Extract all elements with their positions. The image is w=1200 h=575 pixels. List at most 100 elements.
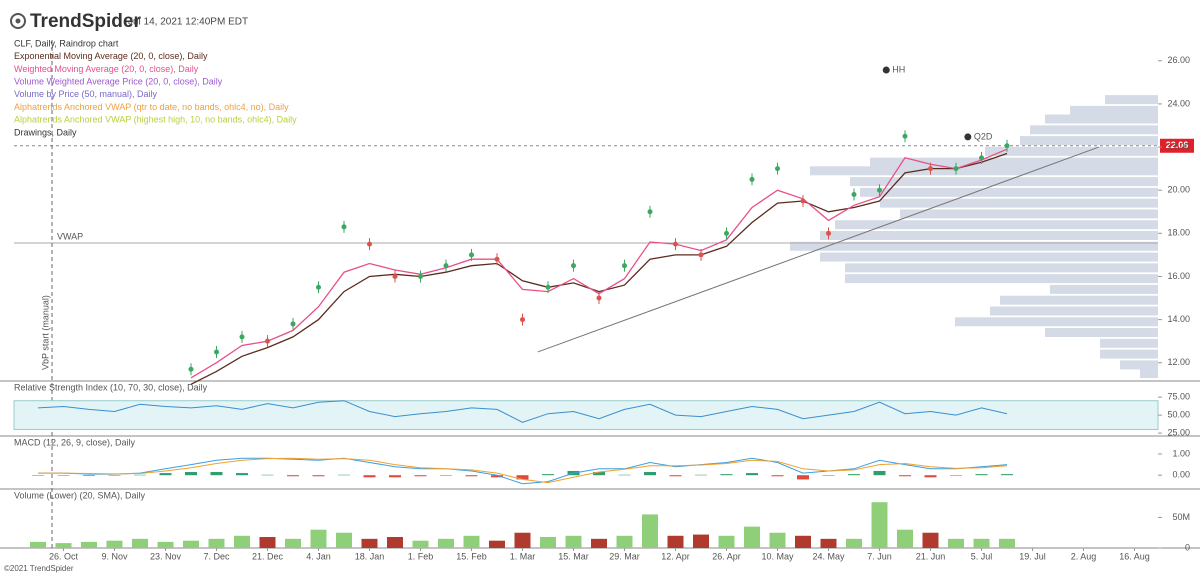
- volume-bar: [157, 541, 174, 548]
- macd-histogram-bar: [338, 474, 350, 476]
- volume-profile-bar: [990, 306, 1158, 316]
- price-tag: [1160, 138, 1194, 153]
- volume-bar: [769, 532, 786, 548]
- macd-histogram-bar: [669, 475, 682, 477]
- x-tick-label: 29. Mar: [609, 551, 640, 561]
- volume-bar: [744, 526, 760, 548]
- volume-profile-bar: [790, 241, 1158, 251]
- volume-profile-bar: [835, 220, 1158, 230]
- raindrop: [647, 209, 653, 215]
- raindrop: [571, 263, 576, 269]
- raindrop: [622, 263, 627, 269]
- y-tick-label: 12.00: [1167, 357, 1190, 367]
- x-tick-label: 15. Mar: [558, 551, 589, 561]
- macd-histogram-bar: [618, 474, 631, 476]
- y-tick-label: 18.00: [1167, 228, 1190, 238]
- volume-bar: [81, 541, 97, 548]
- macd-histogram-bar: [516, 475, 529, 480]
- volume-bar: [336, 532, 352, 548]
- volume-bar: [642, 514, 658, 548]
- logo-text: TrendSpider: [30, 11, 141, 32]
- volume-profile-bar: [1100, 338, 1158, 348]
- y-tick-label: 22.00: [1167, 141, 1190, 151]
- macd-histogram-bar: [159, 473, 172, 476]
- volume-profile-bar: [900, 209, 1158, 219]
- x-tick-label: 7. Jun: [867, 551, 892, 561]
- raindrop: [698, 252, 704, 258]
- volume-bar: [310, 529, 327, 548]
- volume-bar: [106, 540, 123, 548]
- macd-histogram-bar: [440, 475, 452, 476]
- x-tick-label: 21. Jun: [916, 551, 946, 561]
- x-tick-label: 26. Apr: [712, 551, 741, 561]
- rsi-line: [37, 400, 1008, 423]
- raindrop: [724, 230, 729, 236]
- volume-bar: [948, 538, 964, 548]
- y-tick-label: 50.00: [1167, 409, 1190, 419]
- raindrop: [469, 252, 474, 258]
- volume-bar: [132, 538, 148, 548]
- macd-line: [38, 457, 1008, 484]
- panel-title: Relative Strength Index (10, 70, 30, clo…: [14, 382, 208, 392]
- macd-histogram-bar: [108, 475, 121, 476]
- x-tick-label: 15. Feb: [456, 551, 487, 561]
- macd-histogram-bar: [261, 474, 274, 476]
- x-tick-label: 21. Dec: [252, 551, 284, 561]
- raindrop: [596, 295, 602, 301]
- volume-bar: [361, 538, 378, 548]
- volume-bar: [897, 529, 913, 548]
- macd-histogram-bar: [695, 474, 707, 476]
- raindrop: [214, 349, 219, 355]
- volume-profile-bar: [1045, 328, 1158, 338]
- volume-bar: [999, 538, 1015, 548]
- y-tick-label: 50M: [1172, 512, 1190, 522]
- timestamp: Jul 14, 2021 12:40PM EDT: [128, 17, 248, 28]
- raindrop: [367, 241, 372, 247]
- volume-bar: [412, 540, 429, 548]
- volume-bar: [795, 535, 811, 548]
- volume-profile-bar: [820, 230, 1158, 240]
- volume-profile-bar: [1020, 136, 1158, 146]
- macd-histogram-bar: [822, 475, 835, 476]
- volume-bar: [565, 535, 582, 548]
- raindrop: [673, 241, 678, 247]
- volume-bar: [846, 538, 862, 548]
- macd-histogram-bar: [210, 472, 223, 476]
- raindrop: [928, 166, 933, 172]
- y-tick-label: 14.00: [1167, 314, 1190, 324]
- volume-bar: [514, 532, 531, 548]
- macd-histogram-bar: [924, 475, 937, 478]
- legend-entry: Alphatrends Anchored VWAP (qtr to date, …: [14, 102, 289, 112]
- volume-bar: [438, 538, 454, 548]
- volume-bar: [259, 537, 276, 548]
- volume-profile-bar: [1050, 284, 1158, 294]
- x-tick-label: 26. Oct: [49, 551, 79, 561]
- volume-bar: [489, 540, 505, 548]
- volume-bar: [387, 537, 403, 548]
- macd-histogram-bar: [644, 472, 656, 476]
- macd-histogram-bar: [975, 474, 988, 476]
- y-tick-label: 0: [1185, 542, 1190, 552]
- x-tick-label: 24. May: [812, 551, 845, 561]
- raindrop: [520, 317, 525, 323]
- logo-dot: [15, 18, 21, 24]
- volume-bar: [540, 537, 556, 548]
- volume-bar: [234, 535, 250, 548]
- volume-profile-bar: [1120, 360, 1158, 370]
- macd-histogram-bar: [57, 475, 70, 476]
- volume-bar: [871, 502, 888, 548]
- macd-histogram-bar: [389, 475, 401, 478]
- legend-entry: CLF, Daily, Raindrop chart: [14, 38, 119, 48]
- panel-title: Volume (Lower) (20, SMA), Daily: [14, 490, 146, 500]
- volume-bar: [55, 543, 72, 548]
- macd-histogram-bar: [899, 475, 911, 477]
- raindrop: [316, 284, 321, 290]
- legend-entry: Exponential Moving Average (20, 0, close…: [14, 51, 208, 61]
- macd-histogram-bar: [593, 472, 605, 476]
- price-tag-label: 22.06: [1166, 140, 1189, 150]
- macd-histogram-bar: [491, 475, 503, 478]
- macd-histogram-bar: [312, 475, 325, 477]
- raindrop: [979, 155, 984, 161]
- volume-bar: [591, 538, 607, 548]
